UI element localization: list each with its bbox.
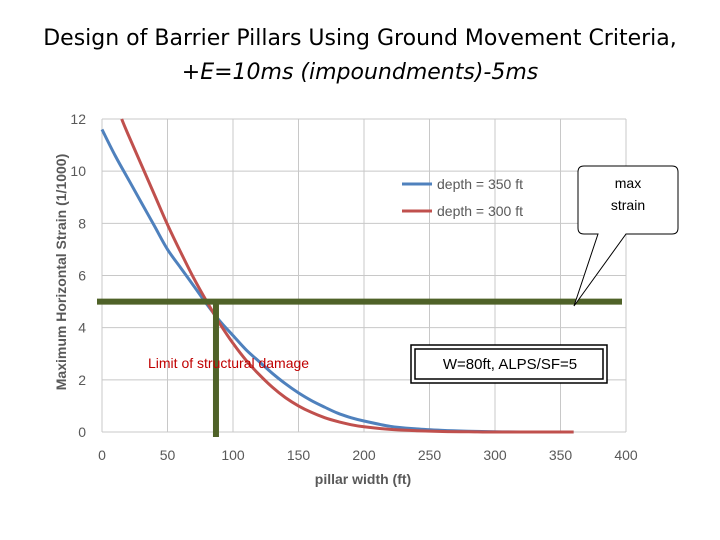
y-tick-label: 10 xyxy=(70,163,86,179)
series-line-300 xyxy=(120,118,574,434)
y-tick-label: 6 xyxy=(78,268,86,284)
x-tick-label: 0 xyxy=(98,447,106,463)
x-tick-label: 50 xyxy=(160,447,176,463)
x-tick-label: 200 xyxy=(352,447,376,463)
x-tick-label: 300 xyxy=(483,447,507,463)
annotations xyxy=(97,298,622,437)
slide-title-line1: Design of Barrier Pillars Using Ground M… xyxy=(43,26,677,51)
x-tick-label: 250 xyxy=(418,447,442,463)
callout-text-line2: strain xyxy=(611,197,645,213)
x-tick-labels: 0 50 100 150 200 250 300 350 400 xyxy=(98,447,638,463)
design-label-box: W=80ft, ALPS/SF=5 xyxy=(410,344,608,384)
limit-label: Limit of structural damage xyxy=(148,355,309,371)
y-tick-label: 8 xyxy=(78,215,86,231)
x-tick-label: 400 xyxy=(614,447,638,463)
design-label-outer xyxy=(410,344,608,384)
x-tick-label: 100 xyxy=(221,447,245,463)
slide-title-line2: +E=10ms (impoundments)-5ms xyxy=(181,60,539,85)
series-line-350 xyxy=(100,128,574,434)
legend-label-depth-350: depth = 350 ft xyxy=(437,176,523,192)
y-tick-label: 12 xyxy=(70,111,86,127)
chart-legend: depth = 350 ft depth = 300 ft xyxy=(402,176,523,219)
chart-grid xyxy=(101,118,627,433)
x-tick-label: 150 xyxy=(287,447,311,463)
callout-bubble xyxy=(573,165,679,307)
y-tick-label: 2 xyxy=(78,372,86,388)
design-label-text: W=80ft, ALPS/SF=5 xyxy=(443,356,577,373)
y-tick-label: 0 xyxy=(78,424,86,440)
series-layer xyxy=(100,118,574,434)
x-axis-label: pillar width (ft) xyxy=(315,471,411,487)
x-tick-label: 350 xyxy=(549,447,573,463)
max-strain-callout: max strain xyxy=(573,165,679,307)
legend-label-depth-300: depth = 300 ft xyxy=(437,203,523,219)
callout-text-line1: max xyxy=(615,175,641,191)
y-tick-label: 4 xyxy=(78,320,86,336)
y-tick-labels: 0 2 4 6 8 10 12 xyxy=(70,111,86,440)
y-axis-label: Maximum Horizontal Strain (1/1000) xyxy=(53,154,69,391)
design-label-inner xyxy=(414,348,604,380)
